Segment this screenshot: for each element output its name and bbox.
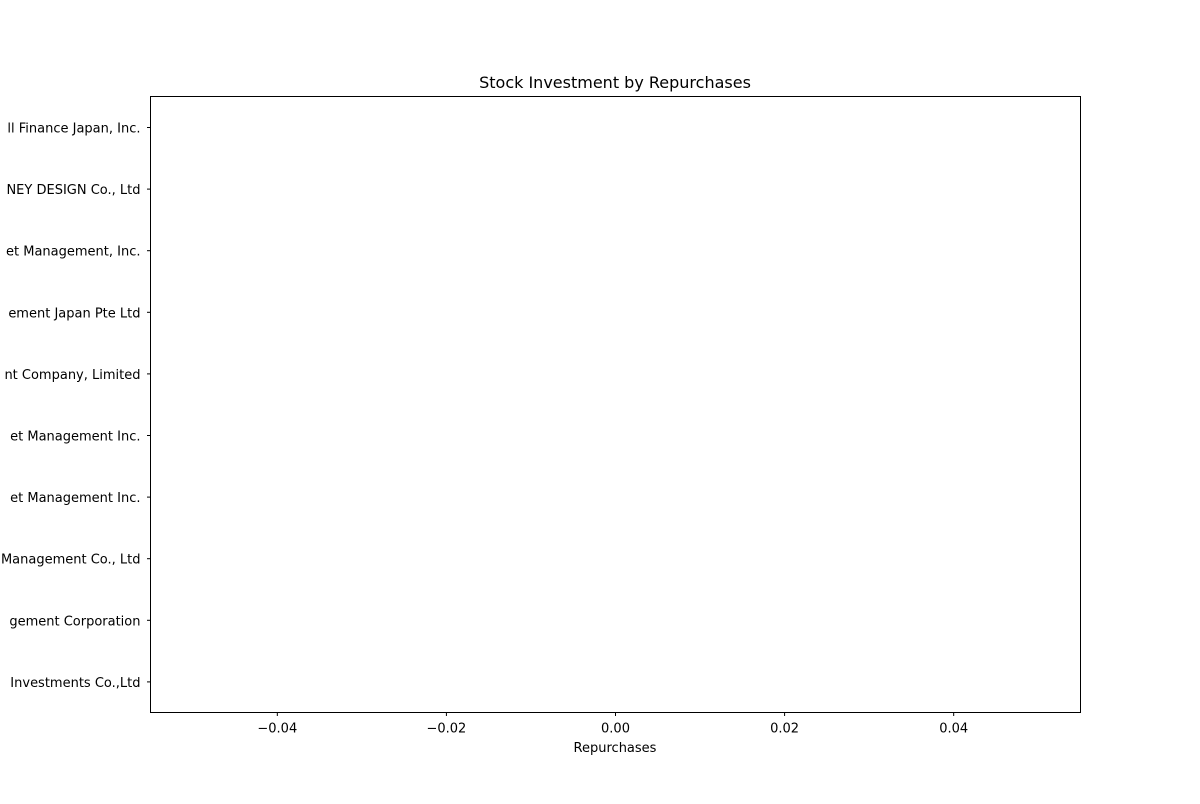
x-tick-label: −0.04: [257, 722, 297, 737]
x-axis: −0.04 −0.02 0.00 0.02 0.04: [257, 712, 968, 737]
x-axis-label: Repurchases: [574, 741, 657, 756]
x-tick-label: −0.02: [426, 722, 466, 737]
x-tick-label: 0.00: [601, 722, 630, 737]
y-tick-label: Management Co., Ltd: [1, 553, 141, 568]
y-tick-label: ll Finance Japan, Inc.: [7, 122, 140, 137]
x-tick-label: 0.04: [939, 722, 968, 737]
y-tick-label: NEY DESIGN Co., Ltd: [6, 183, 140, 198]
chart-title: Stock Investment by Repurchases: [479, 73, 751, 92]
y-tick-label: et Management Inc.: [10, 430, 140, 445]
x-tick-label: 0.02: [770, 722, 799, 737]
y-tick-label: et Management Inc.: [10, 491, 140, 506]
y-axis: ll Finance Japan, Inc. NEY DESIGN Co., Lt…: [1, 122, 151, 691]
y-tick-label: ement Japan Pte Ltd: [8, 306, 140, 321]
y-tick-label: et Management, Inc.: [6, 245, 140, 260]
y-tick-label: Investments Co.,Ltd: [10, 676, 140, 691]
y-tick-label: gement Corporation: [9, 614, 140, 629]
y-tick-label: nt Company, Limited: [4, 368, 140, 383]
plot-area: [150, 96, 1081, 713]
